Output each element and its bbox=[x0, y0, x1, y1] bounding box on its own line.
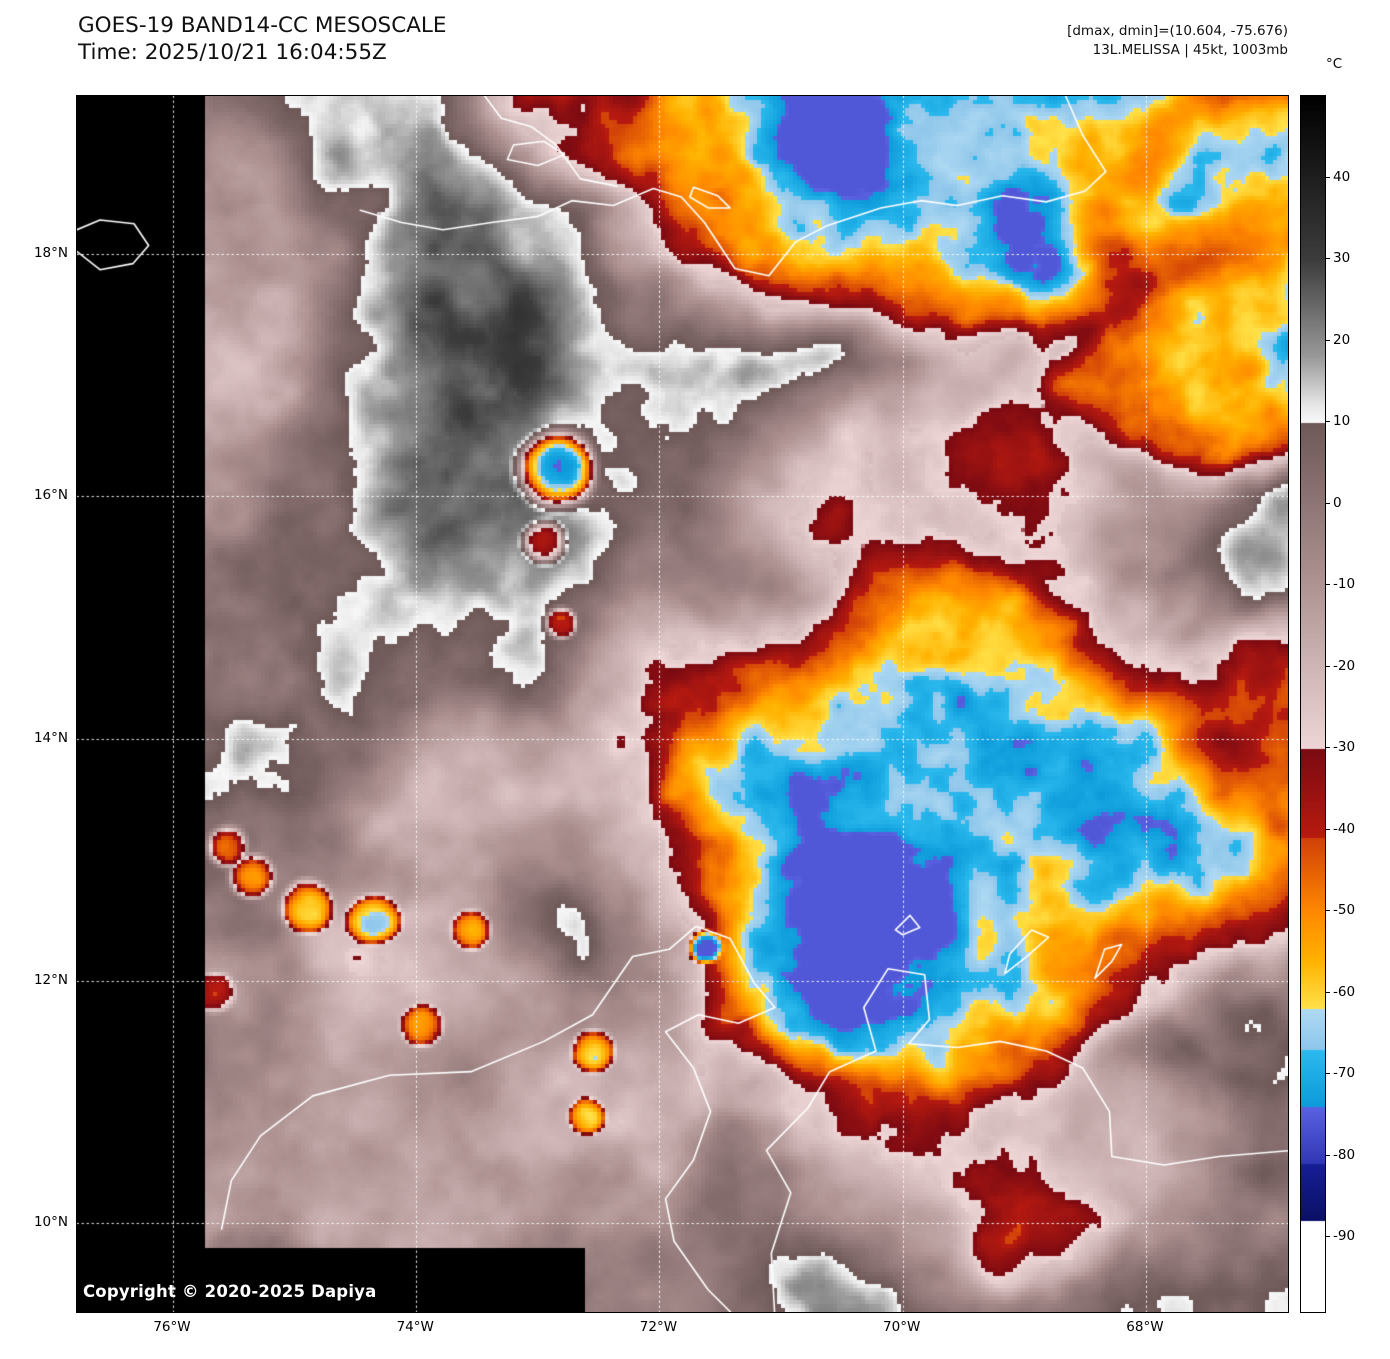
figure-title: GOES-19 BAND14-CC MESOSCALE Time: 2025/1… bbox=[78, 12, 446, 66]
colorbar-tick-label: 0 bbox=[1333, 494, 1342, 511]
title-line-2: Time: 2025/10/21 16:04:55Z bbox=[78, 40, 387, 65]
lon-tick-label: 76°W bbox=[153, 1319, 191, 1335]
colorbar-tick-mark bbox=[1326, 1236, 1330, 1237]
lat-tick-label: 16°N bbox=[33, 487, 68, 504]
colorbar-tick-label: -50 bbox=[1333, 902, 1356, 918]
colorbar-tick-label: -40 bbox=[1333, 820, 1356, 837]
lat-tick-label: 14°N bbox=[33, 729, 68, 746]
colorbar-tick-mark bbox=[1326, 992, 1330, 993]
colorbar-tick-mark bbox=[1326, 666, 1330, 667]
satellite-imagery-canvas bbox=[77, 96, 1288, 1312]
colorbar-tick-label: -90 bbox=[1333, 1228, 1356, 1245]
colorbar-tick-label: 40 bbox=[1333, 168, 1351, 185]
colorbar-tick-label: -30 bbox=[1333, 739, 1356, 755]
colorbar-tick-mark bbox=[1326, 584, 1330, 585]
colorbar-tick-label: -70 bbox=[1333, 1065, 1356, 1082]
colorbar-canvas bbox=[1300, 95, 1326, 1313]
lat-tick-label: 10°N bbox=[33, 1214, 68, 1231]
colorbar-tick-label: 30 bbox=[1333, 250, 1351, 266]
colorbar-tick-label: -80 bbox=[1333, 1146, 1356, 1163]
colorbar-tick-mark bbox=[1326, 340, 1330, 341]
colorbar-tick-label: -10 bbox=[1333, 576, 1356, 592]
title-line-1: GOES-19 BAND14-CC MESOSCALE bbox=[78, 13, 447, 38]
colorbar-tick-mark bbox=[1326, 421, 1330, 422]
colorbar-unit-label: °C bbox=[1326, 56, 1343, 72]
lon-tick-label: 70°W bbox=[883, 1319, 921, 1335]
copyright-label: Copyright © 2020-2025 Dapiya bbox=[83, 1282, 377, 1301]
colorbar-tick-mark bbox=[1326, 1073, 1330, 1074]
lon-tick-label: 74°W bbox=[396, 1319, 434, 1335]
colorbar-tick-label: -20 bbox=[1333, 657, 1356, 674]
colorbar-tick-label: -60 bbox=[1333, 983, 1356, 1000]
colorbar-tick-mark bbox=[1326, 1155, 1330, 1156]
colorbar-tick-mark bbox=[1326, 258, 1330, 259]
colorbar-tick-mark bbox=[1326, 910, 1330, 911]
colorbar-tick-label: 20 bbox=[1333, 331, 1351, 348]
colorbar-tick-mark bbox=[1326, 503, 1330, 504]
colorbar-tick-label: 10 bbox=[1333, 413, 1351, 429]
lon-tick-label: 72°W bbox=[639, 1319, 678, 1335]
storm-info: [dmax, dmin]=(10.604, -75.676) 13L.MELIS… bbox=[1067, 22, 1288, 60]
map-plot-area: Copyright © 2020-2025 Dapiya bbox=[76, 95, 1289, 1313]
lat-tick-label: 12°N bbox=[33, 971, 68, 988]
storm-status: 13L.MELISSA | 45kt, 1003mb bbox=[1092, 42, 1288, 58]
latitude-axis: 18°N 16°N 14°N 12°N 10°N bbox=[0, 0, 70, 1359]
lon-tick-label: 68°W bbox=[1126, 1319, 1164, 1335]
colorbar-tick-mark bbox=[1326, 177, 1330, 178]
lat-tick-label: 18°N bbox=[33, 244, 68, 261]
colorbar-tick-mark bbox=[1326, 829, 1330, 830]
minmax-readout: [dmax, dmin]=(10.604, -75.676) bbox=[1067, 23, 1288, 39]
colorbar-tick-mark bbox=[1326, 747, 1330, 748]
